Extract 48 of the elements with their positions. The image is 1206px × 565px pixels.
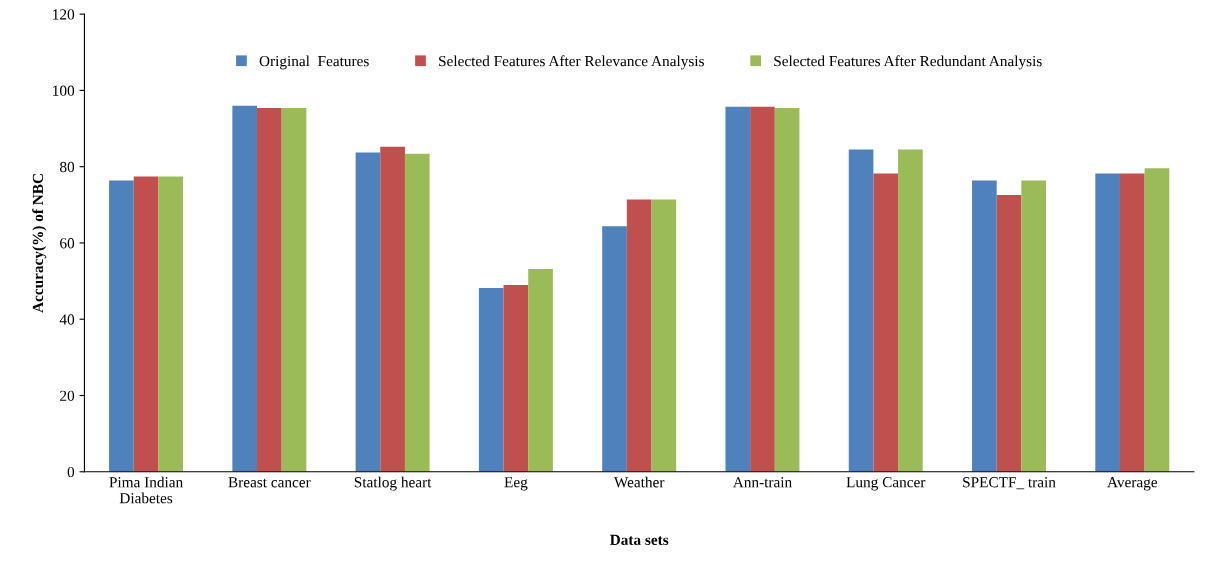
bar [1021,180,1046,472]
bar [1144,168,1170,472]
legend-label: Selected Features After Redundant Analysis [774,55,1042,70]
bar [478,287,504,472]
bar [257,107,282,472]
bar [380,146,405,472]
y-axis-title: Accuracy(%) of NBC [32,174,47,313]
x-tick-label: Ann-train [732,477,792,488]
y-tick-label: 100 [53,85,75,96]
bar [1095,173,1120,472]
y-tick-label: 120 [53,9,75,20]
y-tick-label: 40 [59,314,75,325]
x-tick-label: Eeg [504,477,528,491]
bar [750,106,775,472]
y-tick-label: 80 [60,161,75,173]
bar [281,107,307,472]
bar [404,153,430,472]
x-axis-title: Data sets [609,534,669,545]
bar [972,180,997,472]
x-tick-label: Weather [613,476,665,488]
bar [503,284,529,472]
x-tick-label: Average [1107,477,1158,491]
y-tick-label: 60 [60,238,75,249]
bar [1119,173,1145,472]
bar [996,194,1022,472]
bar [898,149,923,472]
bar [725,106,751,472]
bar [355,152,381,472]
bar [873,173,899,472]
y-tick-label: 0 [67,466,75,478]
bar [848,149,874,472]
bar [133,176,159,472]
bar [232,105,258,472]
bar [109,180,134,472]
x-tick-label: Statlog heart [354,476,432,491]
bar [626,199,652,472]
bar [651,199,677,472]
legend-label: Original Features [259,55,369,70]
bar [602,226,627,472]
bar [774,107,800,472]
x-tick-label: Lung Cancer [846,477,926,491]
legend-label: Selected Features After Relevance Analysis [439,55,704,70]
x-tick-label: Breast cancer [228,477,311,488]
y-tick-label: 20 [60,390,75,401]
bar [528,268,553,472]
bar [158,176,184,472]
x-tick-label: Pima Indian Diabetes [109,476,183,504]
x-tick-label: SPECTF_ train [963,477,1056,490]
